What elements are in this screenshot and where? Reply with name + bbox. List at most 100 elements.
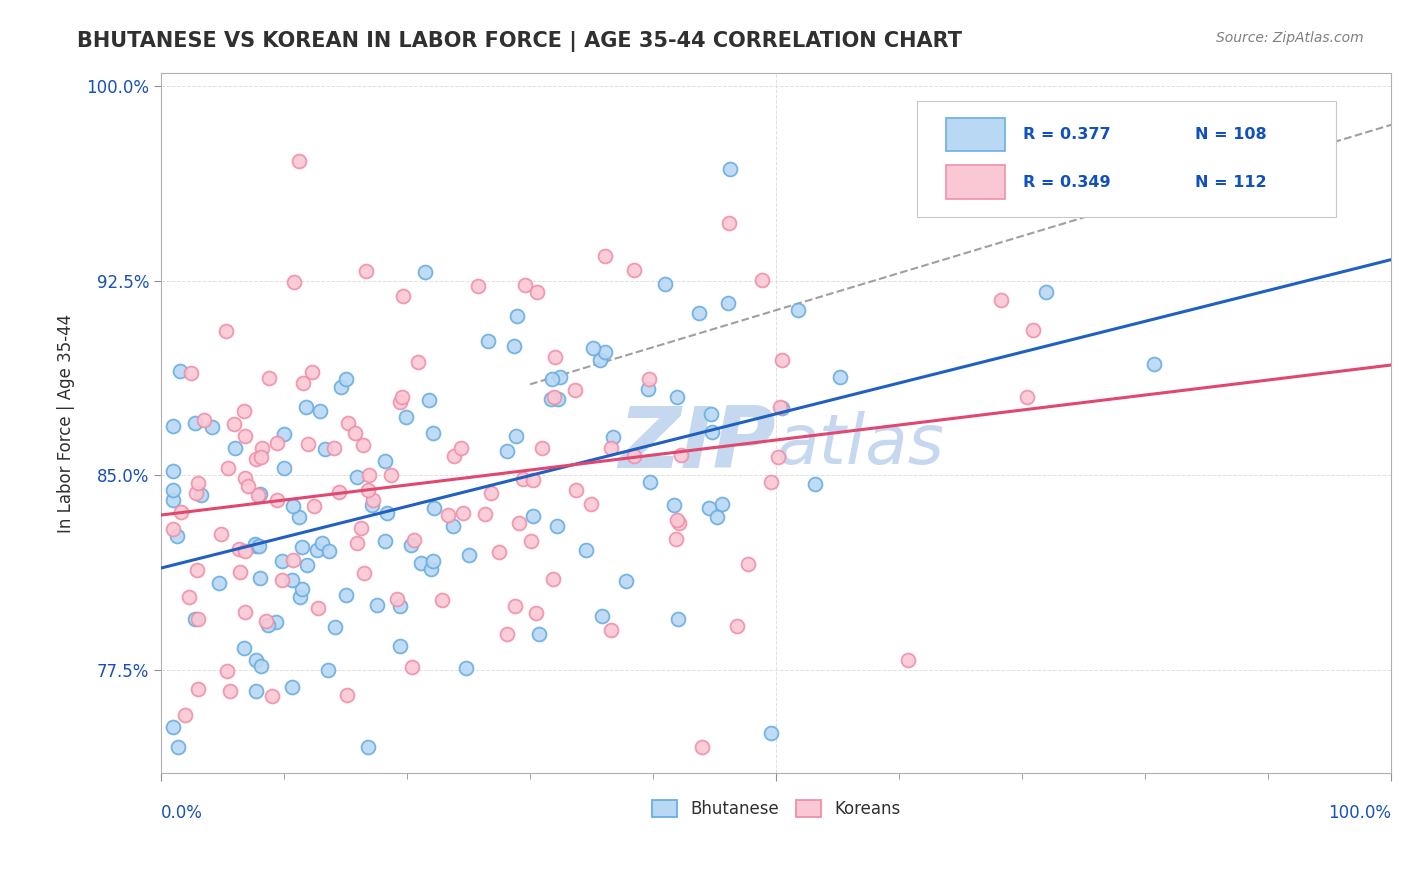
Point <box>524 606 547 620</box>
Point <box>236 479 259 493</box>
Point <box>666 612 689 626</box>
Point <box>654 277 676 292</box>
Point <box>399 538 422 552</box>
Point <box>318 544 340 558</box>
Text: R = 0.349: R = 0.349 <box>1024 175 1111 190</box>
Point <box>422 426 444 441</box>
Point <box>666 513 689 527</box>
Point <box>526 285 548 299</box>
Point <box>281 680 304 694</box>
Point <box>184 612 207 626</box>
Text: Source: ZipAtlas.com: Source: ZipAtlas.com <box>1216 31 1364 45</box>
Point <box>593 344 616 359</box>
Point <box>283 275 305 289</box>
Point <box>543 390 565 404</box>
Point <box>520 534 543 549</box>
Point <box>467 279 489 293</box>
Point <box>564 483 586 497</box>
Point <box>388 639 411 653</box>
Point <box>540 371 562 385</box>
Point <box>254 614 277 628</box>
Point <box>668 516 690 530</box>
Point <box>245 539 267 553</box>
Point <box>505 429 527 443</box>
Point <box>711 497 734 511</box>
Point <box>423 501 446 516</box>
Point <box>529 627 551 641</box>
Point <box>1143 357 1166 371</box>
Point <box>581 342 603 356</box>
Text: N = 112: N = 112 <box>1195 175 1267 190</box>
Point <box>208 576 231 591</box>
Point <box>479 486 502 500</box>
Point <box>247 488 270 502</box>
Point <box>291 540 314 554</box>
Point <box>270 574 292 588</box>
Point <box>441 519 464 533</box>
Point <box>344 426 367 441</box>
Point <box>766 450 789 464</box>
Point <box>228 541 250 556</box>
Point <box>193 413 215 427</box>
Point <box>361 499 384 513</box>
Point <box>665 532 688 546</box>
Point <box>662 499 685 513</box>
Point <box>515 277 537 292</box>
Point <box>374 533 396 548</box>
Point <box>336 688 359 702</box>
Point <box>623 262 645 277</box>
Y-axis label: In Labor Force | Age 35-44: In Labor Force | Age 35-44 <box>58 314 75 533</box>
Point <box>186 563 208 577</box>
Point <box>215 325 238 339</box>
Point <box>318 663 340 677</box>
Text: BHUTANESE VS KOREAN IN LABOR FORCE | AGE 35-44 CORRELATION CHART: BHUTANESE VS KOREAN IN LABOR FORCE | AGE… <box>77 31 962 53</box>
Point <box>564 383 586 397</box>
Point <box>385 592 408 607</box>
Point <box>169 364 191 378</box>
Point <box>437 508 460 522</box>
Point <box>391 390 413 404</box>
Point <box>271 553 294 567</box>
Point <box>770 353 793 368</box>
Point <box>217 664 239 678</box>
Point <box>508 516 530 530</box>
Point <box>335 371 357 385</box>
Point <box>380 468 402 483</box>
Point <box>301 365 323 379</box>
Point <box>337 416 360 430</box>
Point <box>170 505 193 519</box>
Point <box>233 470 256 484</box>
Point <box>413 265 436 279</box>
Point <box>179 590 201 604</box>
Point <box>637 382 659 396</box>
Point <box>162 493 184 508</box>
Point <box>548 369 571 384</box>
Point <box>600 624 623 638</box>
Point <box>288 509 311 524</box>
Point <box>219 684 242 698</box>
Point <box>718 161 741 176</box>
Point <box>496 627 519 641</box>
Point <box>541 572 564 586</box>
Point <box>281 573 304 587</box>
Point <box>589 353 612 368</box>
Point <box>249 571 271 585</box>
Point <box>575 542 598 557</box>
Point <box>402 533 425 547</box>
Point <box>173 707 195 722</box>
Point <box>346 469 368 483</box>
Text: R = 0.377: R = 0.377 <box>1024 127 1111 142</box>
Point <box>162 720 184 734</box>
Point <box>669 448 692 462</box>
Text: N = 108: N = 108 <box>1195 127 1267 142</box>
Point <box>201 419 224 434</box>
Point <box>162 464 184 478</box>
Point <box>245 452 267 467</box>
Point <box>266 436 288 450</box>
Point <box>250 658 273 673</box>
Point <box>217 460 239 475</box>
Point <box>488 545 510 559</box>
Point <box>540 392 562 407</box>
Point <box>322 441 344 455</box>
Point <box>389 599 412 613</box>
